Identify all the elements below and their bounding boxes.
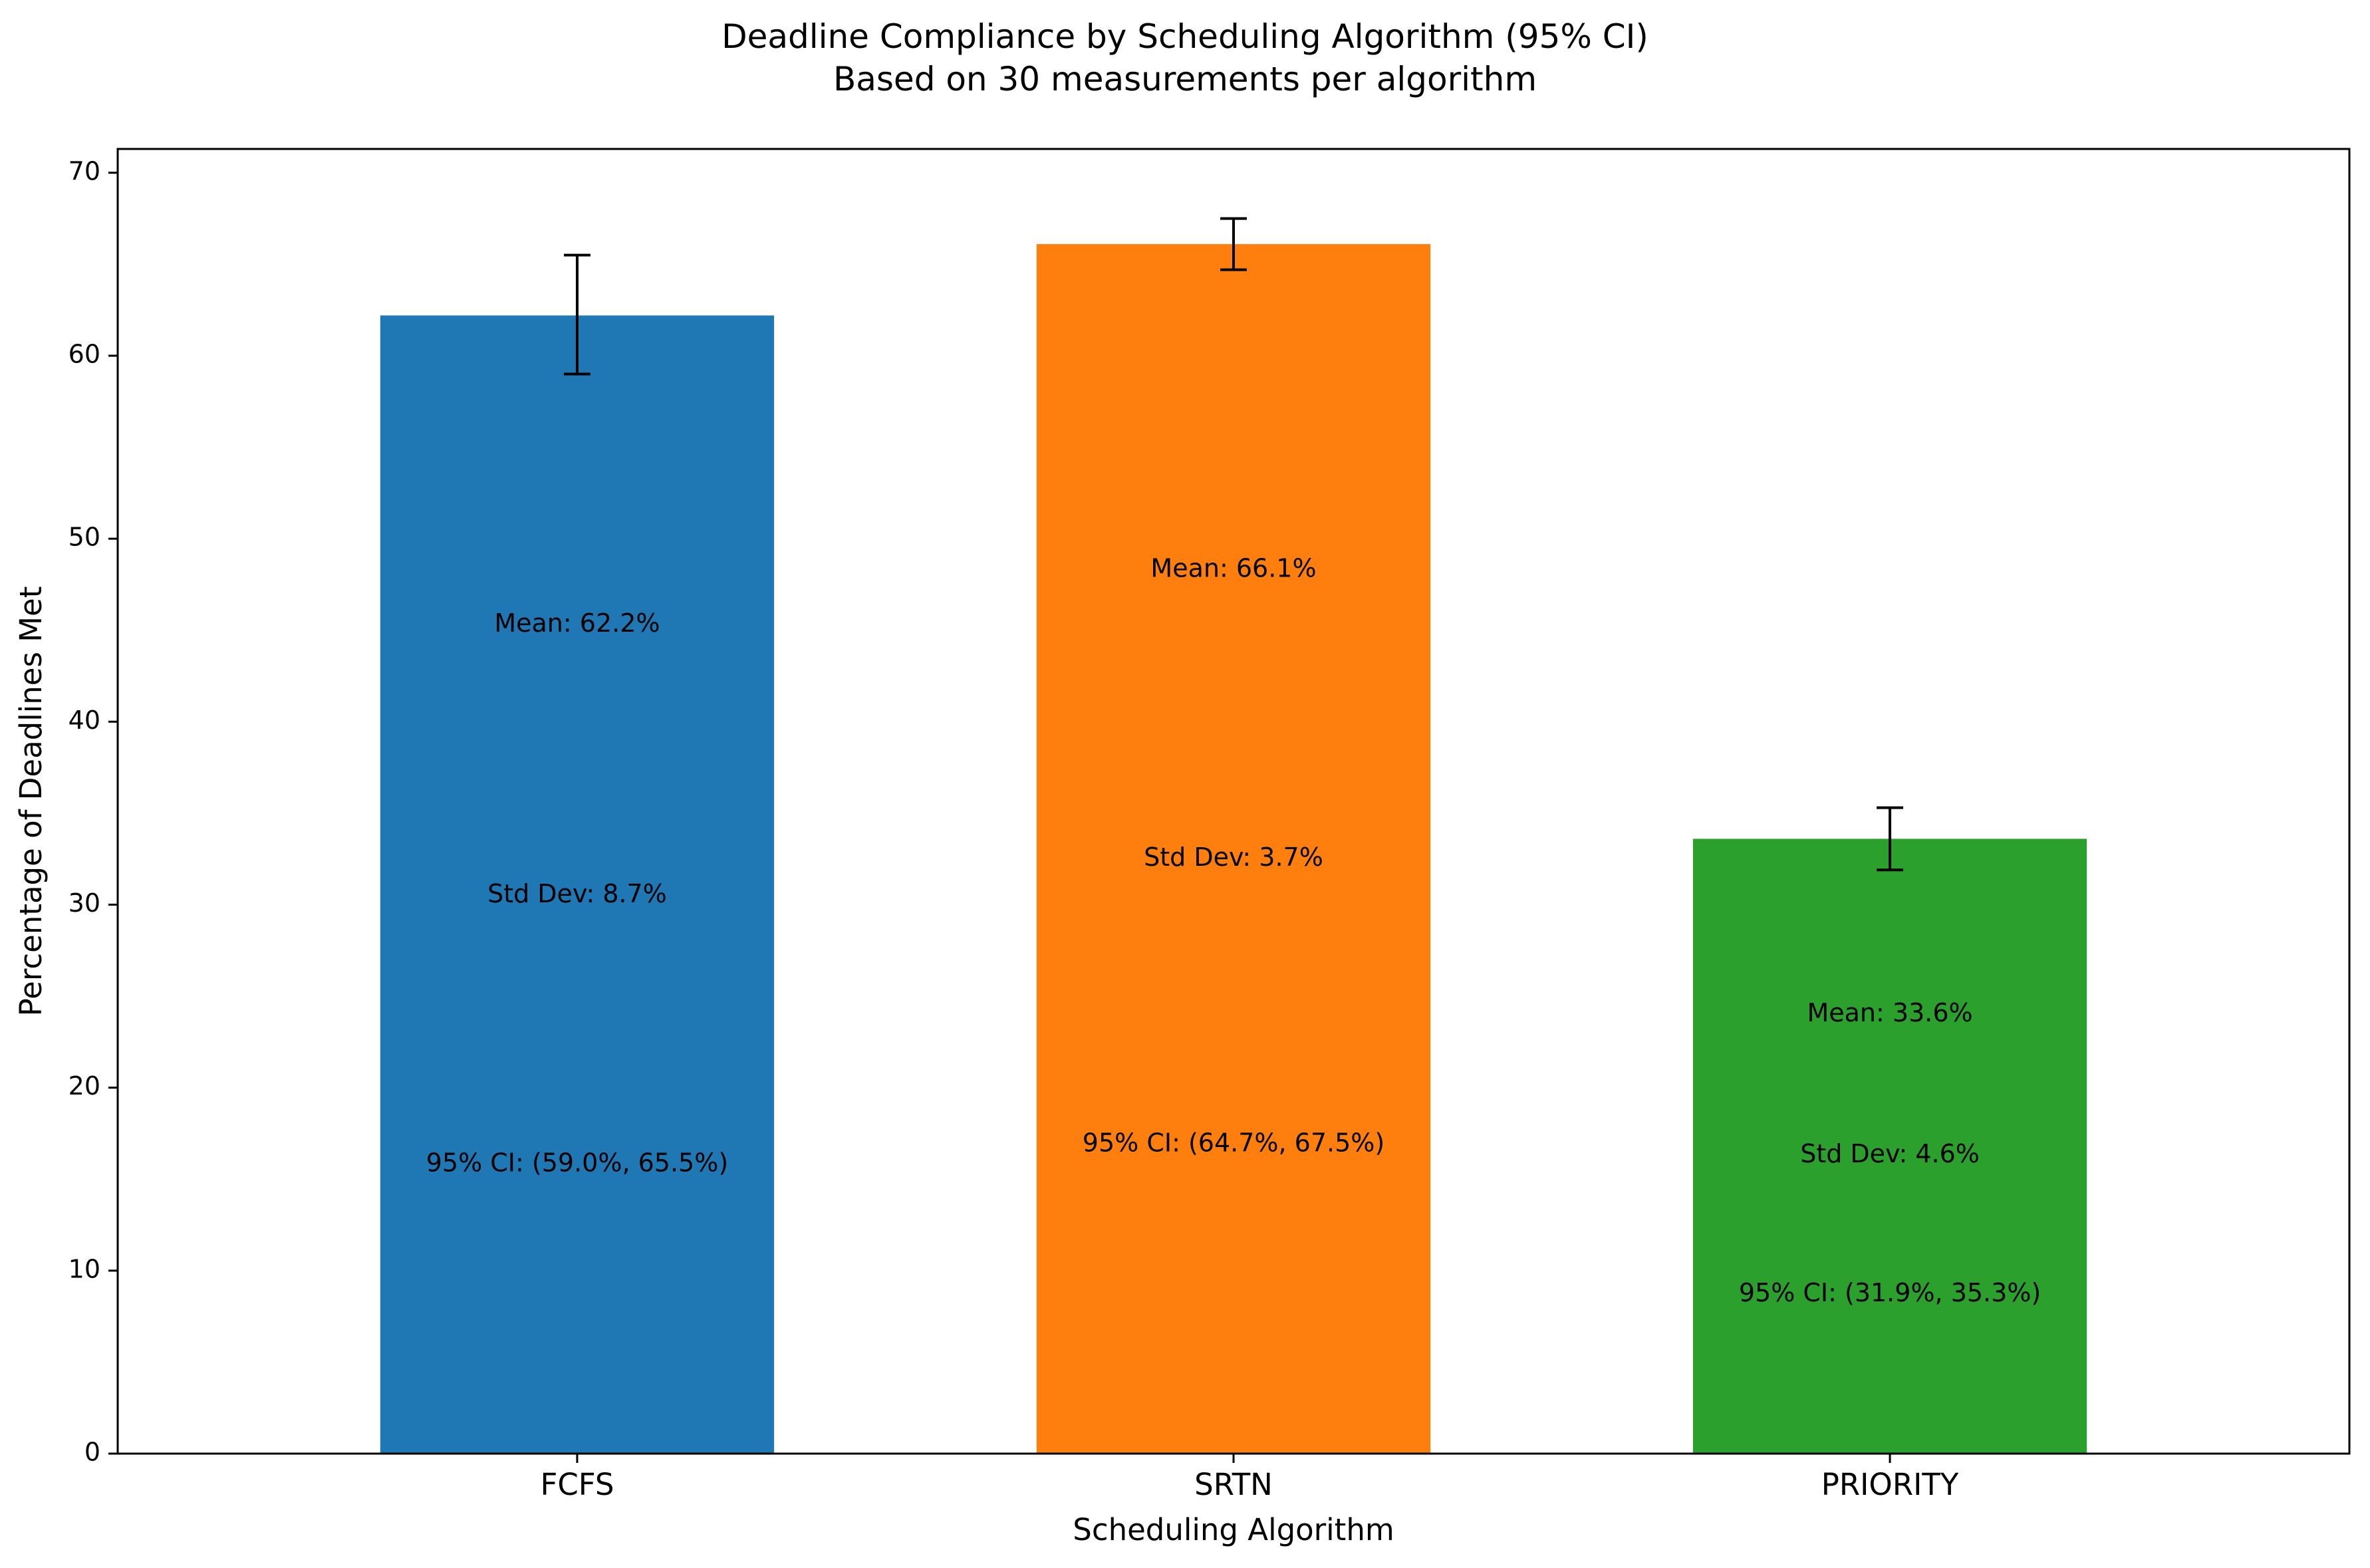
y-tick-label: 30 (68, 888, 100, 918)
y-tick-label: 40 (68, 706, 100, 735)
x-tick-label-priority: PRIORITY (1821, 1467, 1959, 1502)
annotation-priority-mean: Mean: 33.6% (1807, 998, 1972, 1027)
y-tick-label: 70 (68, 156, 100, 186)
annotation-fcfs-mean: Mean: 62.2% (494, 608, 660, 638)
bars-layer (380, 244, 2087, 1454)
y-axis: 0 10 20 30 40 50 60 70 (68, 156, 118, 1467)
x-axis-label: Scheduling Algorithm (1073, 1512, 1394, 1547)
bar-fcfs (380, 315, 775, 1454)
error-bar-priority (1877, 806, 1904, 872)
chart-subtitle: Based on 30 measurements per algorithm (833, 60, 1537, 98)
annotation-fcfs-std-dev: Std Dev: 8.7% (487, 879, 667, 908)
bar-srtn (1036, 244, 1431, 1454)
annotation-fcfs-ci: 95% CI: (59.0%, 65.5%) (426, 1148, 728, 1178)
annotation-srtn-ci: 95% CI: (64.7%, 67.5%) (1083, 1128, 1384, 1157)
annotation-srtn-mean: Mean: 66.1% (1150, 553, 1316, 583)
chart-title: Deadline Compliance by Scheduling Algori… (722, 17, 1648, 56)
annotation-priority-std-dev: Std Dev: 4.6% (1800, 1139, 1980, 1168)
y-tick-label: 0 (84, 1438, 100, 1467)
y-axis-label: Percentage of Deadlines Met (13, 587, 49, 1017)
x-tick-label-srtn: SRTN (1194, 1467, 1273, 1502)
annotations-layer: Mean: 62.2% Std Dev: 8.7% 95% CI: (59.0%, … (426, 553, 2041, 1307)
annotation-srtn-std-dev: Std Dev: 3.7% (1144, 843, 1323, 872)
y-tick-label: 50 (68, 523, 100, 552)
error-bar-srtn (1220, 217, 1247, 271)
error-bar-fcfs (563, 253, 591, 376)
x-axis: FCFS SRTN PRIORITY (540, 1454, 1959, 1502)
y-tick-label: 20 (68, 1071, 100, 1101)
bar-priority (1692, 839, 2087, 1454)
error-bars-layer (563, 217, 1904, 872)
x-tick-label-fcfs: FCFS (540, 1467, 614, 1502)
y-tick-label: 10 (68, 1254, 100, 1283)
annotation-priority-ci: 95% CI: (31.9%, 35.3%) (1739, 1278, 2041, 1307)
y-tick-label: 60 (68, 339, 100, 368)
plot-frame (116, 148, 2351, 1455)
